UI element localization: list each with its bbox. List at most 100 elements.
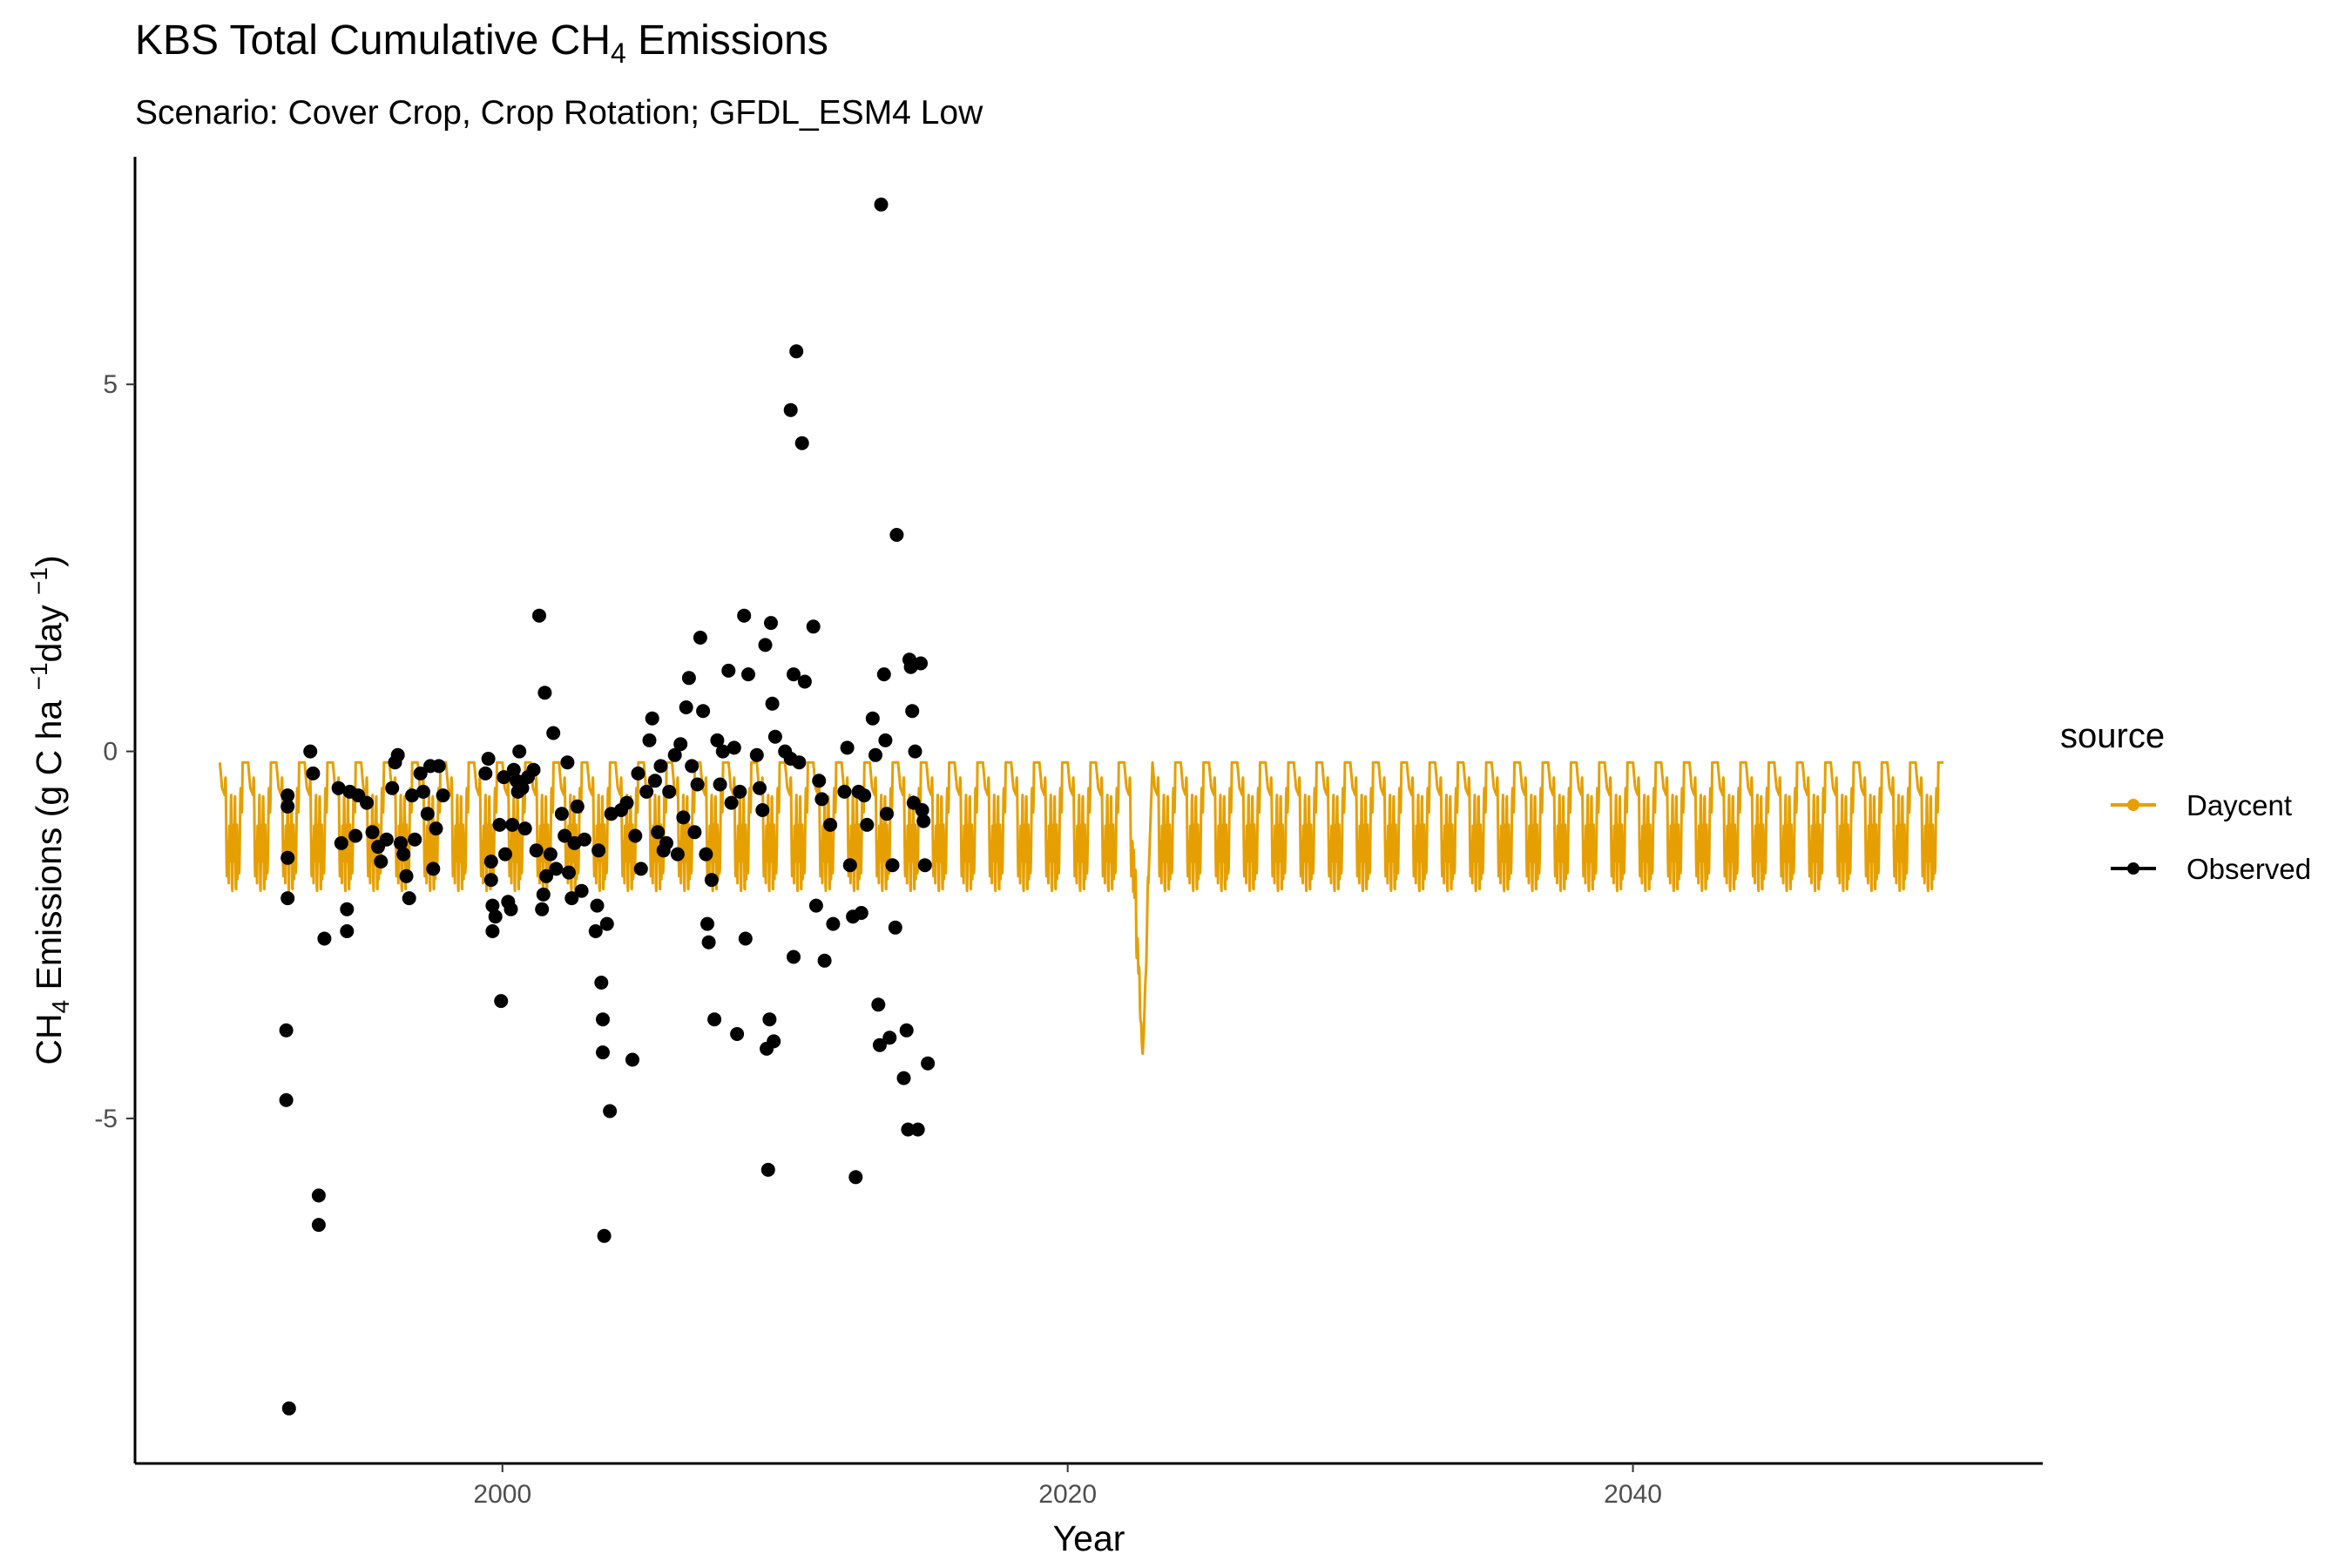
observed-point xyxy=(543,847,558,862)
observed-point xyxy=(704,873,719,888)
observed-point xyxy=(280,799,295,814)
observed-point xyxy=(760,1162,775,1177)
observed-point xyxy=(868,747,882,762)
observed-point xyxy=(854,906,868,920)
observed-point xyxy=(681,671,696,686)
observed-point xyxy=(590,898,605,913)
ylabel-superscript-2: −1 xyxy=(25,567,52,595)
observed-point xyxy=(880,807,894,821)
legend-item-daycent: Daycent xyxy=(2111,789,2292,821)
observed-point xyxy=(429,821,443,836)
observed-point xyxy=(564,891,579,906)
observed-point xyxy=(653,759,668,774)
observed-point xyxy=(588,924,603,938)
observed-point xyxy=(730,1027,745,1041)
legend-item-observed: Observed xyxy=(2111,853,2311,885)
observed-point xyxy=(860,817,875,832)
observed-point xyxy=(603,1104,618,1119)
observed-point xyxy=(762,1012,777,1027)
observed-point xyxy=(787,950,801,964)
observed-point xyxy=(633,862,648,876)
legend-key-observed-dot xyxy=(2127,862,2139,875)
observed-point xyxy=(625,1052,639,1067)
observed-point xyxy=(594,976,609,990)
observed-point xyxy=(707,1012,722,1027)
ylabel-superscript-1: −1 xyxy=(25,662,52,690)
ylabel-subscript: 4 xyxy=(47,1000,74,1014)
observed-point xyxy=(405,788,419,803)
observed-point xyxy=(917,858,932,873)
observed-point xyxy=(871,997,886,1012)
y-tick-label: 0 xyxy=(103,738,118,767)
observed-point xyxy=(701,935,716,950)
observed-point xyxy=(281,1401,296,1416)
observed-point xyxy=(764,616,778,631)
observed-point xyxy=(765,696,780,711)
observed-point xyxy=(767,1034,781,1049)
observed-point xyxy=(535,902,550,916)
observed-point xyxy=(574,883,589,898)
observed-point xyxy=(901,1122,916,1137)
observed-point xyxy=(396,847,411,862)
observed-point xyxy=(710,733,725,747)
observed-point xyxy=(431,759,446,774)
observed-point xyxy=(916,814,931,828)
observed-point xyxy=(908,744,923,759)
observed-point xyxy=(797,674,812,689)
observed-point xyxy=(889,528,904,542)
ylabel-part4: ) xyxy=(29,555,69,567)
observed-point xyxy=(857,788,872,803)
chart-title: KBS Total Cumulative CH4 Emissions xyxy=(135,17,828,69)
observed-point xyxy=(882,1031,897,1045)
observed-series xyxy=(279,197,936,1416)
title-prefix: KBS Total Cumulative CH xyxy=(135,17,611,64)
observed-point xyxy=(837,784,852,799)
observed-point xyxy=(485,924,500,938)
observed-point xyxy=(280,891,295,906)
observed-point xyxy=(749,747,764,762)
observed-point xyxy=(721,663,736,678)
observed-point xyxy=(279,1023,294,1037)
legend: source Daycent Observed xyxy=(2060,717,2311,885)
ylabel-part1: CH xyxy=(29,1013,69,1064)
observed-point xyxy=(687,825,702,840)
observed-point xyxy=(848,1170,863,1185)
legend-label-observed: Observed xyxy=(2186,853,2311,885)
daycent-line xyxy=(218,760,1945,1056)
observed-point xyxy=(876,667,891,682)
observed-point xyxy=(789,344,804,359)
observed-point xyxy=(306,766,321,781)
observed-point xyxy=(642,733,657,747)
observed-point xyxy=(570,799,585,814)
observed-point xyxy=(755,803,770,817)
observed-point xyxy=(554,807,569,821)
observed-point xyxy=(591,843,606,858)
x-tick-label: 2000 xyxy=(473,1480,531,1509)
observed-point xyxy=(331,781,346,795)
title-suffix: Emissions xyxy=(626,17,828,64)
observed-point xyxy=(670,847,685,862)
observed-point xyxy=(549,862,564,876)
x-axis-ticks: 2000 2020 2040 xyxy=(473,1463,1662,1509)
observed-point xyxy=(436,788,450,803)
observed-point xyxy=(741,667,755,682)
observed-point xyxy=(738,931,753,946)
observed-point xyxy=(481,752,496,766)
observed-point xyxy=(506,762,521,777)
observed-point xyxy=(792,755,807,770)
observed-point xyxy=(532,608,546,623)
observed-point xyxy=(526,762,541,777)
observed-point xyxy=(504,902,518,916)
observed-point xyxy=(715,744,730,759)
x-tick-label: 2020 xyxy=(1038,1480,1097,1509)
observed-point xyxy=(348,828,363,843)
chart-subtitle: Scenario: Cover Crop, Crop Rotation; GFD… xyxy=(135,94,983,132)
observed-point xyxy=(515,781,530,795)
observed-point xyxy=(814,792,829,807)
observed-point xyxy=(685,759,700,774)
observed-point xyxy=(394,835,408,850)
observed-point xyxy=(817,953,832,968)
observed-point xyxy=(659,835,673,850)
observed-point xyxy=(536,887,551,902)
